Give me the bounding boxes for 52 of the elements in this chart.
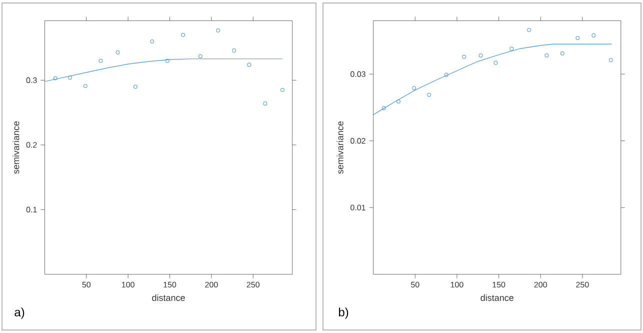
point [527, 28, 532, 32]
point [150, 39, 154, 44]
y-tick-label: 0.2 [26, 142, 37, 148]
x-tick-label: 200 [205, 282, 218, 288]
point [412, 86, 416, 90]
point [478, 53, 483, 58]
point [263, 102, 268, 106]
point [427, 92, 432, 97]
point [247, 62, 252, 67]
point [83, 84, 88, 88]
point [280, 88, 284, 92]
point [68, 76, 72, 80]
point [609, 58, 613, 62]
point [181, 32, 186, 37]
text: a) [14, 308, 24, 319]
point [494, 60, 498, 65]
y-tick-label: 0.3 [26, 77, 37, 84]
y-tick-label: 0.03 [350, 71, 366, 77]
point [216, 28, 220, 32]
x-tick-label: 150 [492, 282, 506, 288]
point [462, 54, 466, 59]
text: b) [338, 308, 348, 319]
x-tick-label: 250 [246, 282, 260, 288]
point [116, 50, 120, 54]
point [165, 58, 170, 63]
point [133, 84, 138, 89]
x-tick-label: 100 [450, 282, 464, 288]
point [98, 58, 103, 63]
x-tick-label: 50 [410, 282, 420, 288]
x-tick-label: 50 [82, 282, 91, 288]
y-tick-label: 0.1 [26, 206, 37, 212]
x-tick-label: 150 [164, 282, 176, 288]
point [544, 53, 549, 58]
point [53, 76, 58, 80]
point [592, 33, 596, 38]
point [382, 106, 386, 110]
point [232, 48, 236, 52]
point [576, 36, 580, 40]
x-axis-title: distance [480, 294, 514, 301]
x-tick-label: 100 [122, 282, 134, 288]
y-tick-label: 0.02 [350, 138, 366, 144]
y-axis-title: semivariance [12, 121, 20, 174]
y-axis-title: semivariance [336, 121, 344, 174]
x-axis-title: distance [152, 294, 185, 301]
point [198, 54, 202, 58]
x-tick-label: 200 [534, 282, 547, 288]
x-tick-label: 250 [576, 282, 589, 288]
point [396, 100, 400, 104]
y-tick-label: 0.01 [350, 204, 366, 210]
point [560, 51, 564, 56]
point [510, 46, 514, 51]
point [444, 72, 448, 77]
